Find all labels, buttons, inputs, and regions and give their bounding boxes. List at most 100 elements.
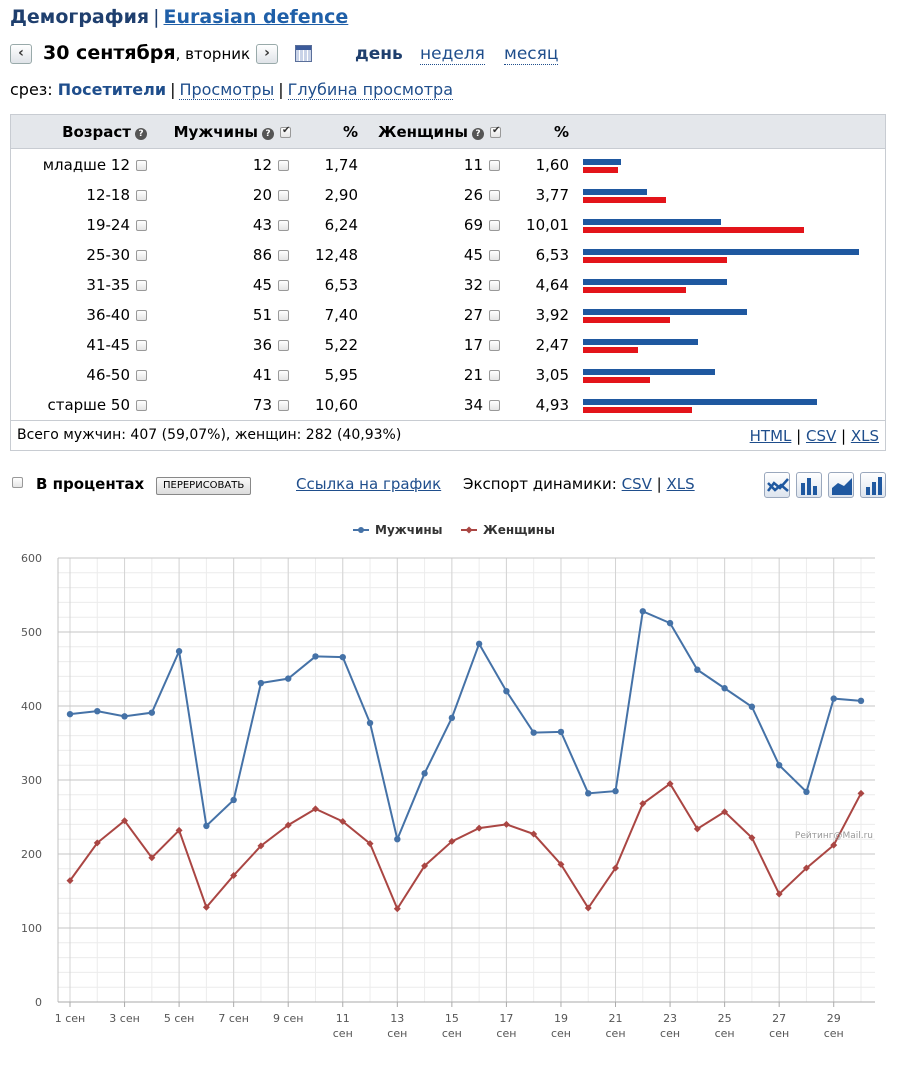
men-count: 43 [252, 216, 272, 234]
row-checkbox[interactable] [136, 400, 147, 411]
y-tick-label: 0 [35, 996, 42, 1009]
men-checkbox[interactable] [278, 400, 289, 411]
calendar-icon[interactable] [295, 45, 312, 62]
row-checkbox[interactable] [136, 340, 147, 351]
y-axis-labels: 0 100 200 300 400 500 600 [21, 552, 42, 1009]
men-pct-cell: 5,95 [324, 366, 358, 384]
women-count: 45 [463, 246, 483, 264]
men-checkbox[interactable] [278, 370, 289, 381]
women-count: 17 [463, 336, 483, 354]
men-checkbox[interactable] [278, 160, 289, 171]
percent-checkbox[interactable] [12, 477, 23, 488]
women-bar [583, 317, 670, 323]
chart-grid [57, 557, 875, 1003]
chart-credit: Рейтинг@Mail.ru [795, 831, 873, 841]
period-month[interactable]: месяц [504, 44, 559, 65]
x-tick-label: 3 сен [109, 1012, 140, 1025]
data-point-women [612, 864, 620, 872]
export-csv-link[interactable]: CSV [621, 475, 652, 493]
men-checkbox[interactable] [278, 310, 289, 321]
column-chart-icon[interactable] [860, 472, 886, 498]
men-count: 12 [252, 156, 272, 174]
y-tick-label: 500 [21, 626, 42, 639]
data-point-women [311, 805, 319, 813]
row-checkbox[interactable] [136, 310, 147, 321]
legend-marker [465, 526, 473, 534]
men-bar [583, 159, 622, 165]
women-checkbox[interactable] [489, 370, 500, 381]
age-label: 31-35 [86, 276, 130, 294]
export-xls-link[interactable]: XLS [666, 475, 695, 493]
women-count: 27 [463, 306, 483, 324]
data-point-men [612, 787, 619, 795]
age-cell: 36-40 [86, 306, 147, 324]
data-point-women [748, 834, 756, 842]
row-checkbox[interactable] [136, 370, 147, 381]
men-checkbox[interactable] [278, 340, 289, 351]
women-checkbox[interactable] [489, 250, 500, 261]
men-pct-cell: 7,40 [324, 306, 358, 324]
table-footer: Всего мужчин: 407 (59,07%), женщин: 282 … [11, 420, 885, 450]
next-day-button[interactable]: › [256, 44, 278, 64]
x-tick-label: 7 сен [218, 1012, 249, 1025]
women-checkbox[interactable] [489, 280, 500, 291]
women-checkbox[interactable] [489, 310, 500, 321]
age-cell: 25-30 [86, 246, 147, 264]
series-line-men [69, 609, 862, 843]
site-link[interactable]: Eurasian defence [163, 6, 349, 28]
men-checkbox[interactable] [278, 190, 289, 201]
row-checkbox[interactable] [136, 280, 147, 291]
period-week[interactable]: неделя [420, 44, 485, 65]
table-row: младше 12 12 1,74 11 1,60 [11, 150, 885, 180]
help-icon[interactable]: ? [262, 128, 274, 140]
redraw-button[interactable]: ПЕРЕРИСОВАТЬ [156, 477, 252, 495]
data-point-women [202, 903, 210, 911]
data-point-women [66, 877, 74, 885]
weekday-text: , вторник [175, 45, 251, 63]
data-point-men [66, 710, 74, 718]
row-checkbox[interactable] [136, 190, 147, 201]
women-checkbox[interactable] [489, 190, 500, 201]
header-men: Мужчины? [174, 123, 291, 141]
help-icon[interactable]: ? [135, 128, 147, 140]
slice-views[interactable]: Просмотры [179, 80, 275, 100]
women-count: 32 [463, 276, 483, 294]
row-checkbox[interactable] [136, 160, 147, 171]
chart-link[interactable]: Ссылка на график [296, 475, 442, 493]
x-tick-label: 11 [336, 1012, 350, 1025]
page-title: Демография [10, 6, 150, 28]
slice-depth[interactable]: Глубина просмотра [287, 80, 454, 100]
prev-day-button[interactable]: ‹ [10, 44, 32, 64]
data-point-women [421, 862, 429, 870]
format-xls-link[interactable]: XLS [850, 427, 879, 445]
y-tick-label: 200 [21, 848, 42, 861]
men-checkbox[interactable] [278, 220, 289, 231]
date-text: 30 сентября [43, 42, 176, 64]
chart-options: В процентах ПЕРЕРИСОВАТЬ Ссылка на графи… [10, 472, 890, 500]
table-row: старше 50 73 10,60 34 4,93 [11, 390, 885, 420]
format-html-link[interactable]: HTML [749, 427, 792, 445]
women-checkbox[interactable] [489, 160, 500, 171]
series-line-women [69, 782, 862, 911]
y-tick-label: 600 [21, 552, 42, 565]
women-bar [583, 347, 638, 353]
women-checkbox[interactable] [489, 220, 500, 231]
men-checkbox[interactable] [278, 280, 289, 291]
slice-visitors[interactable]: Посетители [57, 80, 167, 99]
women-column-checkbox[interactable] [490, 125, 501, 138]
period-day[interactable]: день [355, 44, 403, 64]
men-checkbox[interactable] [278, 250, 289, 261]
women-checkbox[interactable] [489, 340, 500, 351]
help-icon[interactable]: ? [472, 128, 484, 140]
men-pct-cell: 6,53 [324, 276, 358, 294]
row-checkbox[interactable] [136, 250, 147, 261]
line-chart-icon[interactable] [764, 472, 790, 498]
data-point-women [502, 820, 510, 828]
men-column-checkbox[interactable] [280, 125, 291, 138]
format-csv-link[interactable]: CSV [805, 427, 837, 445]
women-checkbox[interactable] [489, 400, 500, 411]
row-checkbox[interactable] [136, 220, 147, 231]
bar-chart-icon[interactable] [796, 472, 822, 498]
area-chart-icon[interactable] [828, 472, 854, 498]
x-tick-label: 21 [609, 1012, 623, 1025]
